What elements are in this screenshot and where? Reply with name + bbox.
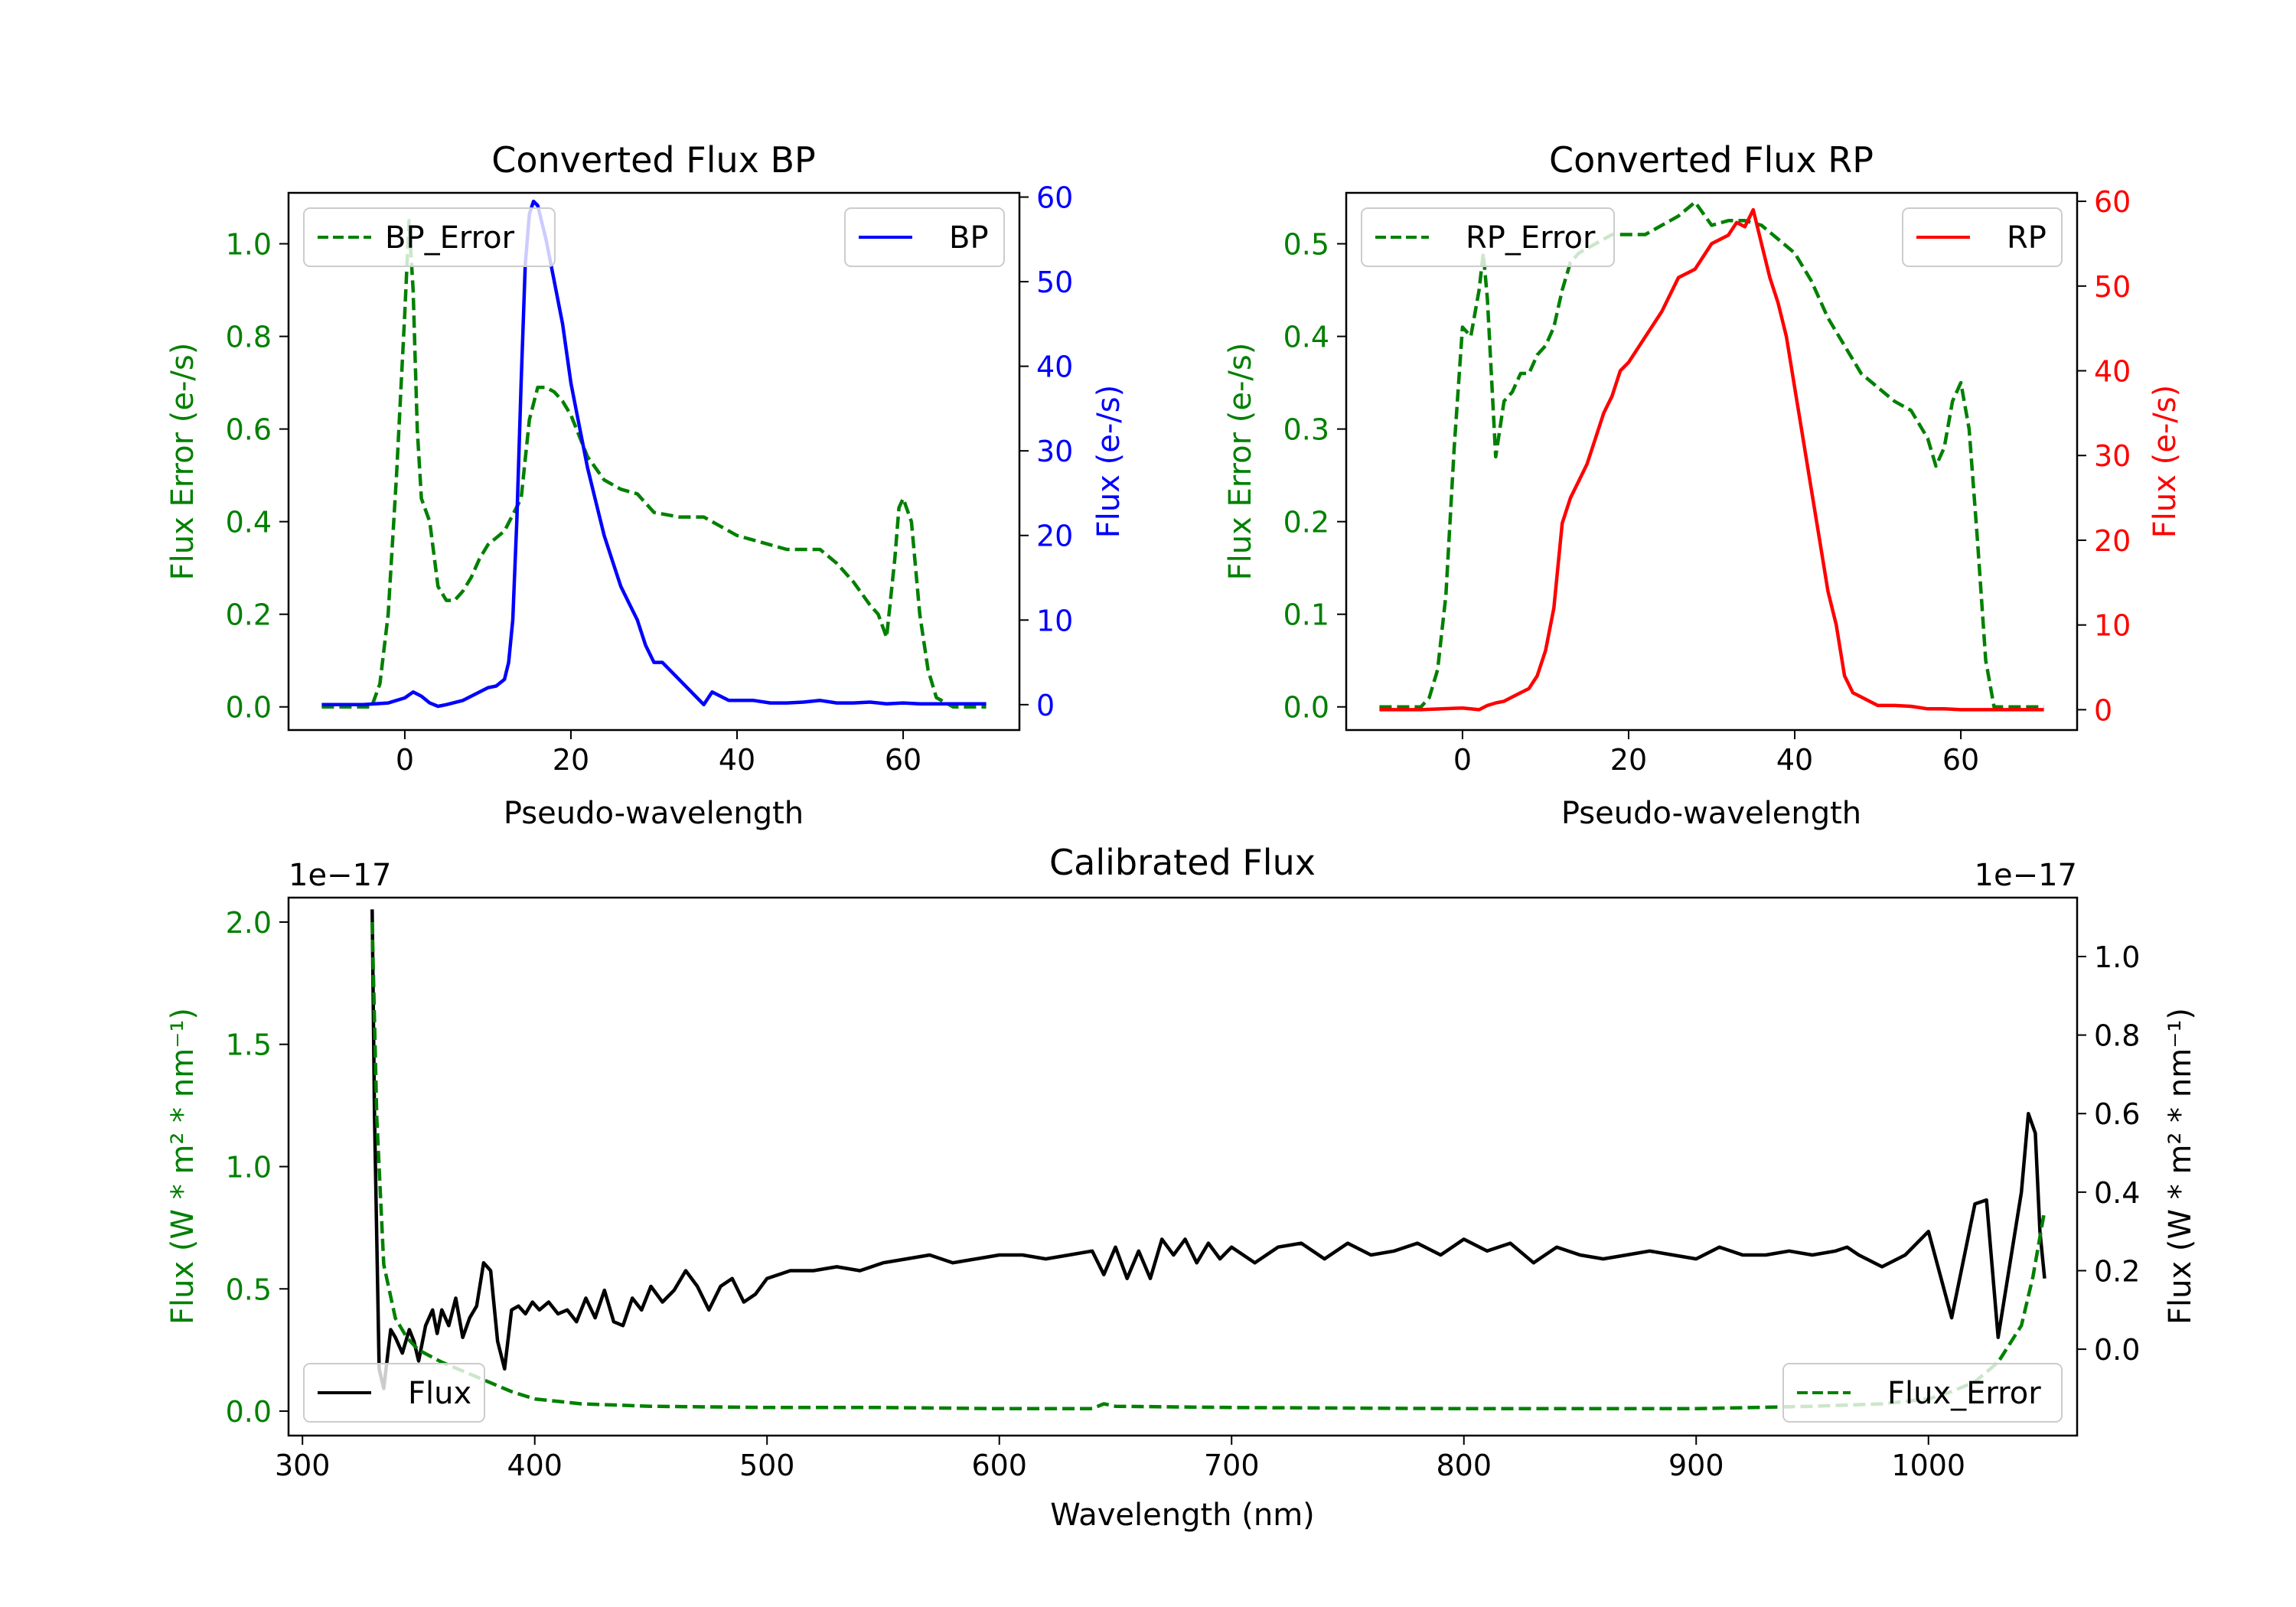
cal-xtick-label: 700 [1204, 1449, 1260, 1482]
bp-series-flux [321, 199, 987, 709]
rp-legend-right-label: RP [2007, 220, 2047, 256]
cal-ytick-right-label: 0.2 [2094, 1254, 2140, 1288]
bp-title: Converted Flux BP [491, 139, 816, 181]
bp-chart: Converted Flux BP 0 20 40 60 0.0 0.2 0.4 0.6 0.8… [165, 139, 1127, 831]
cal-ytick-right-label: 0.8 [2094, 1019, 2140, 1053]
cal-ylabel-left: Flux (W * m² * nm⁻¹) [165, 1008, 201, 1325]
bp-ytick-right-label: 50 [1036, 266, 1073, 299]
cal-ytick-right-label: 1.0 [2094, 940, 2140, 974]
bp-ytick-left-label: 1.0 [226, 228, 272, 262]
bp-series-error [321, 219, 987, 709]
cal-xtick-label: 1000 [1891, 1449, 1965, 1482]
cal-ytick-right-label: 0.0 [2094, 1333, 2140, 1367]
cal-xtick-label: 800 [1436, 1449, 1492, 1482]
bp-ytick-right-label: 60 [1036, 181, 1073, 215]
bp-ytick-left-label: 0.2 [226, 598, 272, 632]
rp-plot-area: 0 20 40 60 0.0 0.1 0.2 0.3 0.4 0.5 0 10 20 30 40 50 60 [1283, 185, 2131, 777]
cal-ytick-left-label: 0.5 [226, 1273, 272, 1306]
cal-axes-frame [287, 896, 2079, 1437]
bp-xtick-label: 60 [885, 743, 921, 777]
rp-legend-left: RP_Error [1361, 207, 1615, 267]
rp-xtick-label: 60 [1942, 743, 1979, 777]
cal-xtick-label: 300 [275, 1449, 331, 1482]
rp-xtick-label: 40 [1776, 743, 1813, 777]
rp-ytick-right-label: 10 [2094, 609, 2131, 643]
cal-legend-right-label: Flux_Error [1887, 1376, 2041, 1411]
rp-ylabel-right: Flux (e-/s) [2148, 385, 2183, 538]
rp-axes-frame [1345, 191, 2079, 732]
cal-xlabel: Wavelength (nm) [1050, 1498, 1315, 1533]
cal-ytick-left-label: 0.0 [226, 1395, 272, 1429]
rp-ytick-left-label: 0.4 [1283, 321, 1329, 354]
bp-ytick-right-label: 40 [1036, 350, 1073, 384]
cal-offset-right: 1e−17 [1975, 858, 2077, 893]
cal-ytick-left-label: 1.0 [226, 1151, 272, 1185]
rp-legend-right: RP [1902, 207, 2063, 267]
cal-series-flux [370, 909, 2047, 1390]
rp-ylabel-left: Flux Error (e-/s) [1223, 343, 1258, 581]
rp-legend-left-label: RP_Error [1466, 220, 1596, 256]
bp-ytick-right-label: 0 [1036, 689, 1055, 722]
rp-xtick-label: 0 [1453, 743, 1472, 777]
rp-ytick-right-label: 40 [2094, 355, 2131, 389]
bp-ytick-left-label: 0.6 [226, 413, 272, 447]
rp-ytick-left-label: 0.2 [1283, 506, 1329, 539]
bp-xtick-label: 40 [719, 743, 755, 777]
bp-ytick-left-label: 0.0 [226, 691, 272, 725]
rp-ytick-right-label: 60 [2094, 185, 2131, 219]
rp-ytick-left-label: 0.0 [1283, 691, 1329, 725]
cal-legend-right: Flux_Error [1782, 1363, 2063, 1423]
bp-ytick-right-label: 20 [1036, 520, 1073, 553]
bp-legend-left-label: BP_Error [385, 220, 515, 256]
bp-xlabel: Pseudo-wavelength [504, 796, 804, 831]
rp-ytick-left-label: 0.1 [1283, 598, 1329, 632]
cal-xtick-label: 600 [971, 1449, 1027, 1482]
cal-legend-left: Flux [303, 1363, 485, 1423]
cal-xtick-label: 900 [1668, 1449, 1724, 1482]
cal-ytick-right-label: 0.4 [2094, 1176, 2140, 1210]
rp-ytick-right-label: 50 [2094, 270, 2131, 304]
bp-ytick-right-label: 30 [1036, 435, 1073, 468]
bp-ytick-right-label: 10 [1036, 604, 1073, 637]
rp-ytick-right-label: 0 [2094, 693, 2112, 727]
bp-xtick-label: 20 [553, 743, 589, 777]
rp-series-flux [1379, 207, 2044, 712]
cal-ytick-left-label: 1.5 [226, 1028, 272, 1062]
cal-ylabel-right: Flux (W * m² * nm⁻¹) [2163, 1008, 2198, 1325]
bp-legend-right: BP [844, 207, 1005, 267]
cal-ytick-left-label: 2.0 [226, 906, 272, 940]
rp-chart: Converted Flux RP 0 20 40 60 0.0 0.1 0.2 0.3 0.4… [1223, 139, 2183, 831]
bp-ytick-left-label: 0.4 [226, 506, 272, 539]
rp-ytick-right-label: 20 [2094, 524, 2131, 558]
bp-ylabel-left: Flux Error (e-/s) [165, 343, 201, 581]
cal-chart: Calibrated Flux 1e−17 1e−17 300 400 500 600… [165, 842, 2198, 1533]
cal-legend-left-label: Flux [408, 1376, 471, 1411]
bp-legend-left: BP_Error [303, 207, 556, 267]
bp-ytick-left-label: 0.8 [226, 321, 272, 354]
rp-title: Converted Flux RP [1549, 139, 1874, 181]
bp-plot-area: 0 20 40 60 0.0 0.2 0.4 0.6 0.8 1.0 0 10 20 30 40 50 60 [226, 181, 1074, 777]
cal-ytick-right-label: 0.6 [2094, 1097, 2140, 1131]
bp-axes-frame [287, 191, 1021, 732]
rp-ytick-left-label: 0.5 [1283, 228, 1329, 262]
cal-title: Calibrated Flux [1049, 842, 1316, 883]
bp-ylabel-right: Flux (e-/s) [1091, 385, 1127, 538]
cal-xtick-label: 500 [739, 1449, 795, 1482]
rp-xlabel: Pseudo-wavelength [1561, 796, 1861, 831]
bp-xtick-label: 0 [396, 743, 414, 777]
bp-legend-right-label: BP [949, 220, 989, 256]
cal-xtick-label: 400 [507, 1449, 563, 1482]
rp-xtick-label: 20 [1610, 743, 1647, 777]
rp-ytick-right-label: 30 [2094, 439, 2131, 473]
rp-ytick-left-label: 0.3 [1283, 413, 1329, 447]
cal-offset-left: 1e−17 [289, 858, 391, 893]
